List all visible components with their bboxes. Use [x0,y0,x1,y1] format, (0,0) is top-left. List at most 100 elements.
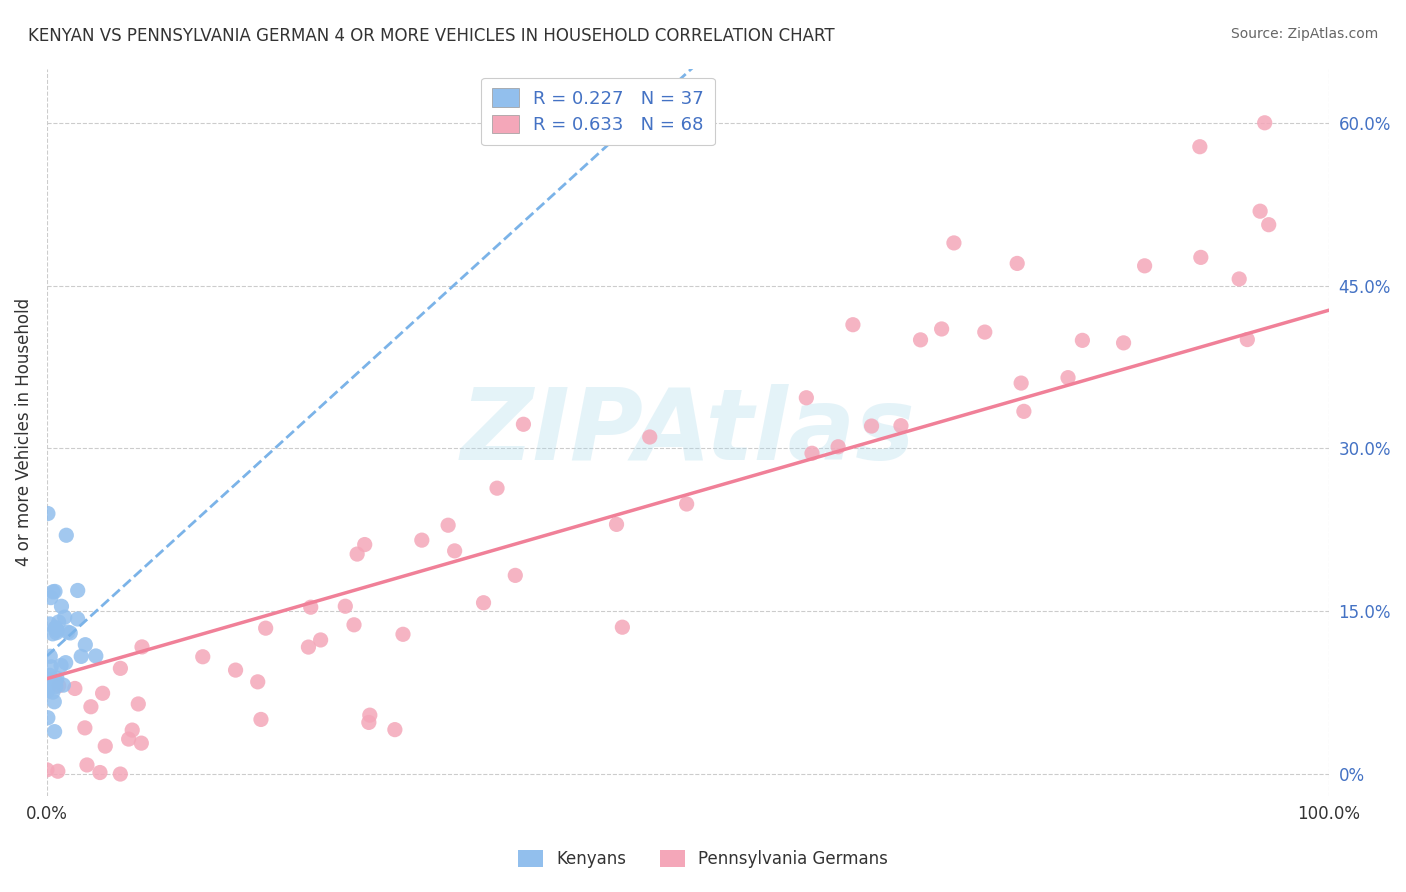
Pennsylvania Germans [860,419,883,434]
Pennsylvania Germans [359,708,381,723]
Pennsylvania Germans [94,739,117,753]
Kenyans [46,624,69,638]
Pennsylvania Germans [890,418,912,433]
Kenyans [42,685,65,699]
Kenyans [45,671,67,685]
Kenyans [44,621,66,635]
Pennsylvania Germans [612,620,634,634]
Pennsylvania Germans [46,764,69,779]
Pennsylvania Germans [1189,251,1212,265]
Pennsylvania Germans [1112,335,1135,350]
Pennsylvania Germans [127,697,149,711]
Pennsylvania Germans [801,446,824,460]
Pennsylvania Germans [346,547,368,561]
Pennsylvania Germans [411,533,433,548]
Kenyans [37,684,59,698]
Pennsylvania Germans [638,430,661,444]
Text: KENYAN VS PENNSYLVANIA GERMAN 4 OR MORE VEHICLES IN HOUSEHOLD CORRELATION CHART: KENYAN VS PENNSYLVANIA GERMAN 4 OR MORE … [28,27,835,45]
Kenyans [52,678,75,692]
Pennsylvania Germans [472,596,495,610]
Kenyans [55,656,77,670]
Kenyans [39,591,62,605]
Pennsylvania Germans [1005,256,1028,270]
Kenyans [84,648,107,663]
Kenyans [45,680,67,694]
Pennsylvania Germans [110,767,132,781]
Pennsylvania Germans [1257,218,1279,232]
Pennsylvania Germans [110,661,132,675]
Text: ZIPAtlas: ZIPAtlas [460,384,915,481]
Pennsylvania Germans [73,721,96,735]
Kenyans [39,649,62,664]
Pennsylvania Germans [343,617,366,632]
Pennsylvania Germans [299,600,322,615]
Pennsylvania Germans [1057,370,1080,384]
Pennsylvania Germans [486,481,509,495]
Pennsylvania Germans [942,235,965,250]
Kenyans [39,668,62,682]
Pennsylvania Germans [131,640,153,654]
Pennsylvania Germans [191,649,214,664]
Pennsylvania Germans [131,736,153,750]
Pennsylvania Germans [80,699,103,714]
Kenyans [37,711,59,725]
Pennsylvania Germans [309,632,332,647]
Kenyans [39,660,62,674]
Kenyans [37,507,59,521]
Pennsylvania Germans [503,568,526,582]
Kenyans [42,627,65,641]
Pennsylvania Germans [973,325,995,339]
Pennsylvania Germans [384,723,406,737]
Kenyans [45,621,67,635]
Pennsylvania Germans [1010,376,1032,390]
Legend: R = 0.227   N = 37, R = 0.633   N = 68: R = 0.227 N = 37, R = 0.633 N = 68 [481,78,716,145]
Pennsylvania Germans [91,686,114,700]
Pennsylvania Germans [353,537,375,551]
Pennsylvania Germans [796,391,818,405]
Kenyans [49,658,72,673]
Pennsylvania Germans [1071,334,1094,348]
Pennsylvania Germans [1188,139,1211,153]
Pennsylvania Germans [35,763,58,777]
Kenyans [75,638,97,652]
Kenyans [59,626,82,640]
Pennsylvania Germans [246,674,269,689]
Pennsylvania Germans [512,417,534,432]
Pennsylvania Germans [335,599,357,614]
Pennsylvania Germans [118,732,141,747]
Pennsylvania Germans [48,679,70,693]
Pennsylvania Germans [606,517,628,532]
Pennsylvania Germans [1012,404,1035,418]
Pennsylvania Germans [443,544,465,558]
Pennsylvania Germans [76,758,98,772]
Kenyans [48,615,70,629]
Kenyans [45,674,67,689]
Pennsylvania Germans [250,713,273,727]
Kenyans [66,612,89,626]
Kenyans [45,625,67,640]
Pennsylvania Germans [1236,333,1258,347]
Kenyans [44,584,66,599]
Pennsylvania Germans [675,497,697,511]
Pennsylvania Germans [225,663,247,677]
Kenyans [66,583,89,598]
Pennsylvania Germans [297,640,319,654]
Pennsylvania Germans [437,518,460,533]
Pennsylvania Germans [910,333,932,347]
Pennsylvania Germans [931,322,953,336]
Kenyans [42,584,65,599]
Pennsylvania Germans [1253,116,1275,130]
Y-axis label: 4 or more Vehicles in Household: 4 or more Vehicles in Household [15,298,32,566]
Pennsylvania Germans [63,681,86,696]
Legend: Kenyans, Pennsylvania Germans: Kenyans, Pennsylvania Germans [512,843,894,875]
Pennsylvania Germans [1133,259,1156,273]
Pennsylvania Germans [1249,204,1271,219]
Kenyans [44,695,66,709]
Kenyans [56,625,79,640]
Kenyans [37,683,59,698]
Pennsylvania Germans [842,318,865,332]
Pennsylvania Germans [1227,272,1250,286]
Kenyans [53,610,76,624]
Kenyans [38,673,60,687]
Pennsylvania Germans [357,715,380,730]
